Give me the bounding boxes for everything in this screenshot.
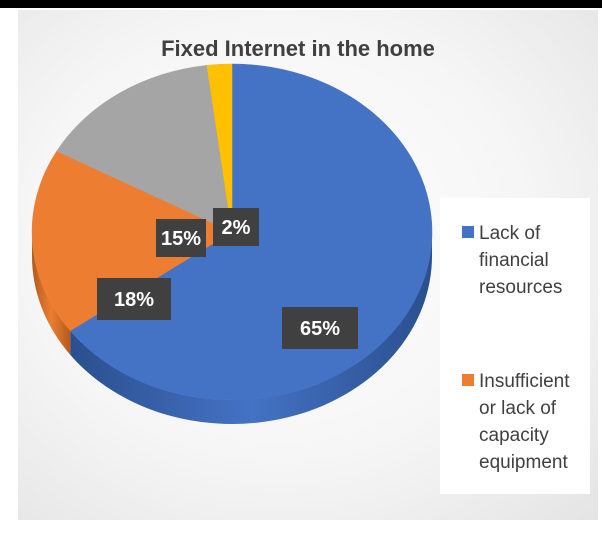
legend-line: or lack of	[479, 398, 557, 419]
data-label-bg	[97, 278, 171, 320]
data-label-bg	[282, 307, 358, 349]
legend-line: Lack of	[479, 223, 541, 244]
legend-line: capacity	[479, 425, 549, 446]
pie-slice	[206, 63, 233, 233]
pie-slice	[31, 150, 233, 332]
legend-swatch-orange	[462, 374, 474, 386]
data-label-text: 18%	[114, 289, 154, 311]
data-label: 15%	[156, 219, 206, 257]
legend-line: equipment	[479, 452, 568, 473]
chart-title: Fixed Internet in the home	[161, 36, 435, 61]
data-label-bg	[213, 208, 259, 246]
legend: Lack of financial resources Insufficient…	[440, 198, 590, 494]
legend-line: financial	[479, 250, 549, 271]
legend-item-lack-of-financial-resources: Lack of financial resources	[462, 220, 592, 301]
data-label-text: 2%	[222, 217, 251, 239]
pie-slice	[56, 65, 233, 233]
data-label-bg	[156, 219, 206, 257]
data-label: 2%	[213, 208, 259, 246]
legend-swatch-blue	[462, 226, 474, 238]
pie-slice-side	[70, 232, 433, 425]
pie-chart: 65% 18% 15% 2%	[31, 63, 433, 425]
data-label: 65%	[282, 307, 358, 349]
top-border	[0, 0, 602, 8]
pie-slice-side	[32, 232, 71, 355]
legend-item-insufficient-equipment: Insufficient or lack of capacity equipme…	[462, 368, 592, 476]
legend-line: resources	[479, 277, 563, 298]
data-label-text: 15%	[161, 228, 201, 250]
legend-line: Insufficient	[479, 371, 570, 392]
data-label-text: 65%	[300, 318, 340, 340]
data-label: 18%	[97, 278, 171, 320]
